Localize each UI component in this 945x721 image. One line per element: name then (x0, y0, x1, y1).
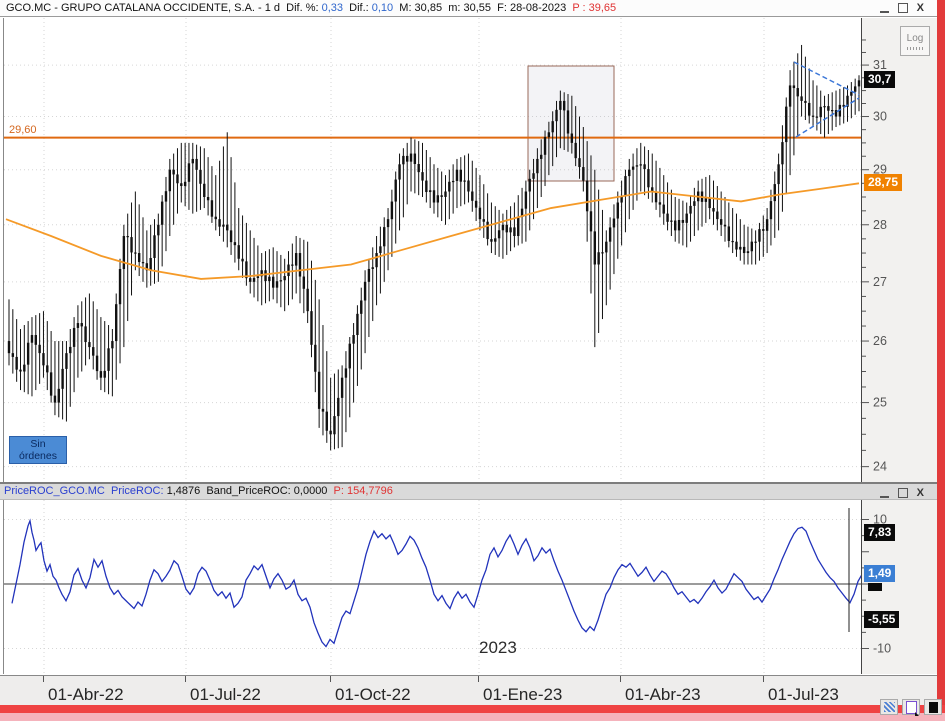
time-axis-label: 01-Abr-22 (48, 685, 124, 704)
time-axis-label: 01-Oct-22 (335, 685, 411, 704)
price-tick-label: 25 (873, 396, 887, 410)
band-zero-badge (868, 583, 882, 591)
candles-group (7, 44, 861, 451)
close-icon[interactable]: X (916, 487, 924, 499)
taskbar-strip (0, 713, 945, 721)
price-tick-label: 28 (873, 218, 887, 232)
page-icon (905, 700, 919, 716)
time-tick (330, 676, 331, 682)
indicator-panel-titlebar: PriceROC_GCO.MC PriceROC: 1,4876 Band_Pr… (0, 482, 937, 500)
log-button-label: Log (906, 32, 924, 44)
resistance-price-label: 29,60 (9, 123, 37, 136)
time-axis[interactable]: 01-Abr-22 01-Jul-22 01-Oct-22 01-Ene-23 01-A… (0, 675, 937, 705)
moving-average-line (5, 182, 860, 280)
time-axis-label: 01-Ene-23 (483, 685, 563, 704)
roc-tick-label: -10 (873, 642, 891, 656)
time-axis-label: 01-Jul-22 (190, 685, 261, 704)
price-tick-label: 27 (873, 275, 887, 289)
time-axis-label: 01-Jul-23 (768, 685, 839, 704)
roc-value-badge: 7,83 (864, 524, 896, 542)
price-tick-label: 24 (873, 460, 887, 474)
minimize-icon[interactable] (879, 3, 889, 13)
recording-border-bottom (0, 705, 945, 713)
triangle-pattern-annotation (793, 61, 860, 138)
indicator-window-controls: X (879, 486, 924, 500)
no-orders-badge: Sin órdenes (9, 436, 67, 464)
chart-corner-tools (880, 699, 942, 716)
scale-ticks-icon (907, 46, 923, 50)
waves-icon (883, 702, 895, 712)
roc-indicator-panel[interactable]: 2023 (3, 500, 862, 674)
price-chart-panel[interactable]: 29,60 Sin órdenes (3, 18, 862, 482)
window-controls: X (879, 1, 924, 15)
maximize-icon[interactable] (897, 3, 908, 13)
price-tick-label: 30 (873, 110, 887, 124)
roc-axis[interactable]: 10 -10 7,83 1,49 -5,55 (861, 500, 937, 674)
roc-value-badge: 1,49 (864, 565, 896, 583)
roc-line (11, 518, 862, 648)
moving-average-value-badge: 28,75 (864, 174, 903, 192)
page-zoom-tool-button[interactable] (902, 699, 920, 716)
price-tick-label: 29 (873, 163, 887, 177)
price-axis[interactable]: 31 30 29 28 27 26 25 24 Log 30,7 28,75 (861, 18, 937, 482)
roc-value-badge: -5,55 (864, 610, 900, 628)
year-marker-label: 2023 (479, 638, 517, 657)
full-screen-tool-button[interactable] (924, 699, 942, 715)
time-tick (620, 676, 621, 682)
price-tick-label: 31 (873, 58, 887, 72)
indicator-title: PriceROC_GCO.MC PriceROC: 1,4876 Band_Pr… (4, 485, 393, 497)
time-tick (763, 676, 764, 682)
roc-tick-label: 10 (873, 513, 887, 527)
main-gridlines (4, 18, 862, 482)
time-tick (43, 676, 44, 682)
last-price-badge: 30,7 (864, 71, 896, 89)
log-scale-button[interactable]: Log (900, 26, 930, 56)
price-tick-label: 26 (873, 334, 887, 348)
minimize-icon[interactable] (879, 488, 889, 498)
close-icon[interactable]: X (916, 2, 924, 14)
selection-rectangle (527, 65, 615, 182)
time-axis-label: 01-Abr-23 (625, 685, 701, 704)
chart-title: GCO.MC - GRUPO CATALANA OCCIDENTE, S.A. … (6, 2, 617, 14)
solid-block-icon (928, 701, 938, 713)
maximize-icon[interactable] (897, 488, 908, 498)
recording-border-right (937, 0, 945, 713)
scroll-tool-button[interactable] (880, 699, 898, 715)
time-tick (478, 676, 479, 682)
chart-window-titlebar: GCO.MC - GRUPO CATALANA OCCIDENTE, S.A. … (0, 0, 937, 17)
time-tick (185, 676, 186, 682)
